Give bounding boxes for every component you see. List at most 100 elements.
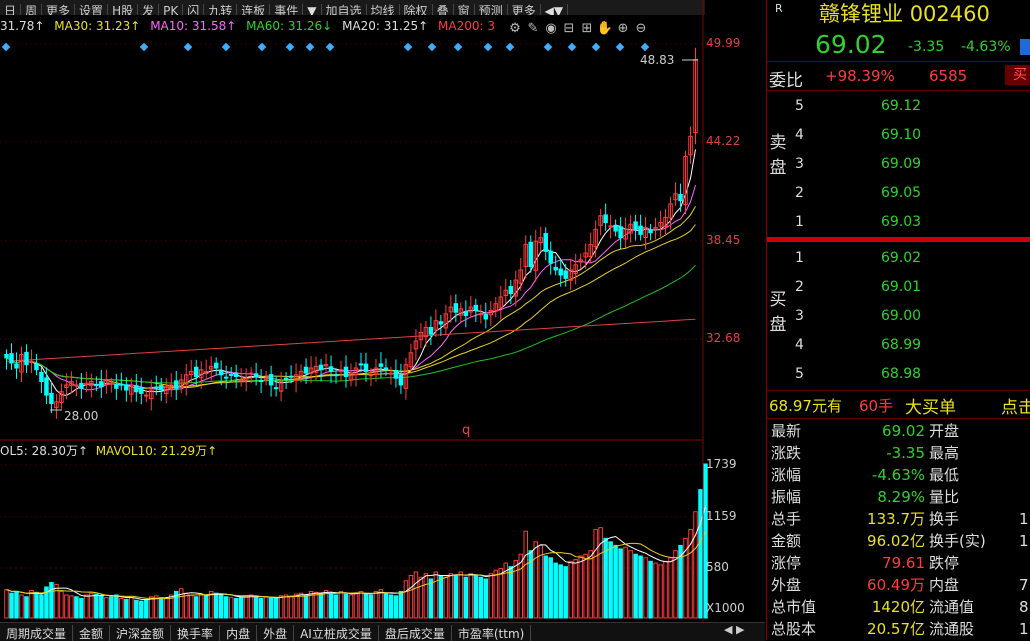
buy-button[interactable]: 买: [1005, 65, 1030, 85]
volume-bar: [4, 589, 9, 619]
volume-bar: [243, 595, 249, 619]
toolbar-item[interactable]: 更多: [42, 4, 76, 15]
volume-bar: [203, 595, 209, 619]
indicator-tab[interactable]: 盘后成交量: [379, 625, 452, 641]
indicator-tab[interactable]: 外盘: [257, 625, 295, 641]
candle: [4, 349, 9, 370]
toolbar-item[interactable]: 事件: [270, 4, 304, 15]
volume-bar: [493, 569, 499, 619]
toolbar-collapse-icon[interactable]: ◀▼: [541, 4, 569, 15]
candle: [144, 389, 149, 403]
candle: [633, 214, 638, 241]
big-order-price: 68.97元有: [769, 397, 842, 415]
indicator-tab[interactable]: 换手率: [171, 625, 221, 641]
volume-bar: [89, 592, 94, 619]
ma5-line: [6, 149, 696, 396]
settings-icon[interactable]: ⚙: [509, 21, 521, 36]
candle: [258, 369, 264, 394]
volume-bar: [104, 597, 109, 619]
candle: [508, 279, 514, 305]
volume-bar: [84, 594, 89, 619]
quote-label: 总市值: [771, 598, 817, 616]
arrow-left-icon[interactable]: ◀: [724, 623, 733, 636]
volume-bar: [233, 598, 239, 619]
zoom-out-icon[interactable]: ⊖: [635, 21, 647, 36]
order-row[interactable]: 4 68.99: [789, 331, 1029, 359]
indicator-tab[interactable]: 沪深金额: [110, 625, 172, 641]
toolbar-item[interactable]: 叠: [433, 4, 454, 15]
order-row[interactable]: 3 69.00: [789, 302, 1029, 330]
order-row[interactable]: 3 69.09: [789, 150, 1029, 178]
candle: [278, 371, 284, 402]
gift-icon[interactable]: ⊞: [581, 21, 593, 36]
indicator-tab[interactable]: 周期成交量: [0, 625, 74, 641]
volume-bar: [283, 594, 289, 619]
toolbar-item[interactable]: PK: [159, 4, 184, 15]
ma200-value: MA200: 3: [438, 19, 495, 33]
eye-icon[interactable]: ◉: [545, 21, 557, 36]
candle: [104, 369, 109, 394]
volume-bar: [528, 550, 533, 619]
big-order-more[interactable]: 点击: [1001, 398, 1030, 418]
toolbar-item[interactable]: 预测: [475, 4, 508, 15]
candle: [139, 377, 144, 405]
stock-name: 赣锋锂业: [819, 2, 903, 26]
stock-change: -3.35: [908, 39, 945, 55]
toolbar-item[interactable]: 发: [138, 4, 160, 15]
volume-bar: [109, 596, 114, 619]
kline-chart[interactable]: 48.83 28.00 q: [0, 0, 765, 622]
order-row[interactable]: 5 68.98: [789, 360, 1029, 388]
toolbar-item[interactable]: H股: [108, 4, 139, 15]
candle: [408, 343, 414, 373]
order-row[interactable]: 2 69.05: [789, 179, 1029, 207]
order-row[interactable]: 1 69.02: [789, 244, 1029, 272]
indicator-tab[interactable]: 市盈率(ttm): [452, 625, 532, 641]
zoom-in-icon[interactable]: ⊕: [617, 21, 629, 36]
hand-icon[interactable]: ✋: [596, 21, 614, 36]
volume-bar: [208, 590, 214, 619]
volume-bar: [253, 597, 259, 619]
order-row[interactable]: 4 69.10: [789, 121, 1029, 149]
toolbar-item[interactable]: 连板: [237, 4, 271, 15]
ma60-value: MA60: 31.26↓: [246, 19, 333, 33]
candle: [178, 374, 184, 393]
order-level: 3: [795, 156, 804, 172]
signal-marker: [221, 42, 231, 52]
signal-marker: [483, 42, 493, 52]
indicator-tab[interactable]: AI立桩成交量: [294, 625, 379, 641]
toolbar-item[interactable]: 九转: [204, 4, 238, 15]
toolbar-item[interactable]: 更多: [508, 4, 541, 15]
lock-icon[interactable]: ⊟: [563, 21, 575, 36]
quote-value: 79.61: [882, 554, 925, 572]
pen-icon[interactable]: ✎: [527, 21, 539, 36]
toolbar-item[interactable]: 闪: [183, 4, 205, 15]
toolbar-item[interactable]: 日: [0, 4, 22, 15]
order-row[interactable]: 5 69.12: [789, 92, 1029, 120]
quote-value-2: 1: [1019, 510, 1029, 528]
order-row[interactable]: 2 69.01: [789, 273, 1029, 301]
volume-bar: [668, 557, 673, 619]
toolbar-item[interactable]: 设置: [75, 4, 109, 15]
volume-bar: [568, 560, 573, 619]
arrow-right-icon[interactable]: ▶: [735, 623, 745, 636]
toolbar-item[interactable]: 加自选: [322, 4, 367, 15]
quote-row: 涨幅 -4.63% 最低: [771, 464, 1030, 486]
indicator-tab[interactable]: 内盘: [220, 625, 258, 641]
toolbar-dropdown-icon[interactable]: ▼: [303, 4, 322, 15]
order-price: 68.99: [881, 337, 922, 353]
order-row[interactable]: 1 69.03: [789, 208, 1029, 236]
tab-scroll-arrows[interactable]: ◀ ▶: [724, 623, 764, 640]
volume-bar: [363, 593, 369, 619]
volume-bar: [548, 557, 553, 619]
candle: [39, 367, 44, 394]
volume-bar: [588, 550, 593, 619]
volume-bar: [288, 595, 294, 619]
toolbar-item[interactable]: 窗: [454, 4, 475, 15]
indicator-tab[interactable]: 金额: [73, 625, 111, 641]
volume-bar: [423, 573, 429, 619]
candle: [298, 364, 304, 383]
toolbar-item[interactable]: 除权: [400, 4, 433, 15]
toolbar-item[interactable]: 均线: [367, 4, 400, 15]
candle: [308, 356, 314, 384]
toolbar-item[interactable]: 周: [21, 4, 43, 15]
